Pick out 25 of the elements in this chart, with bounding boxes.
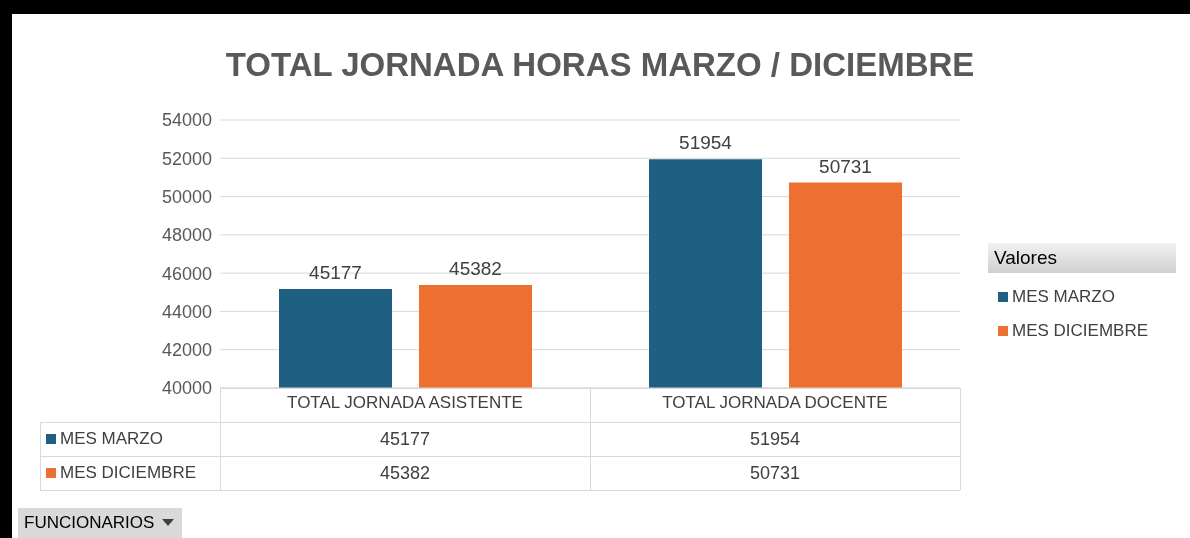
data-label: 50731 bbox=[819, 155, 872, 177]
y-tick-label: 42000 bbox=[161, 340, 212, 361]
y-tick-label: 50000 bbox=[161, 186, 212, 207]
y-tick-label: 46000 bbox=[161, 263, 212, 284]
chart-title: TOTAL JORNADA HORAS MARZO / DICIEMBRE bbox=[224, 46, 976, 84]
y-tick-label: 40000 bbox=[161, 378, 212, 399]
text: FUNCIONARIOS bbox=[24, 513, 155, 533]
text: 45382 bbox=[378, 461, 432, 485]
data-label: 51954 bbox=[679, 132, 733, 154]
y-tick-label: 48000 bbox=[161, 225, 212, 246]
y-tick-label: 52000 bbox=[161, 148, 212, 169]
text: 45177 bbox=[378, 427, 432, 451]
data-label: 45177 bbox=[309, 261, 362, 283]
text: 50731 bbox=[748, 461, 802, 485]
text: 51954 bbox=[748, 427, 802, 451]
legend-title: Valores bbox=[988, 243, 1176, 273]
x-tick-label: TOTAL JORNADA ASISTENTE bbox=[287, 393, 523, 413]
legend-label: MES MARZO bbox=[60, 429, 163, 449]
text: MES DICIEMBRE bbox=[60, 463, 197, 482]
y-tick-label: 54000 bbox=[161, 110, 212, 131]
text: MES MARZO bbox=[1012, 287, 1115, 306]
x-tick-label: TOTAL JORNADA DOCENTE bbox=[662, 393, 888, 413]
y-tick-label: 44000 bbox=[161, 301, 212, 322]
legend-label: MES DICIEMBRE bbox=[1012, 321, 1149, 341]
data-label: 45382 bbox=[449, 257, 502, 279]
